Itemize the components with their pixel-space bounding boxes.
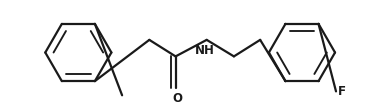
- Text: NH: NH: [195, 44, 215, 57]
- Text: F: F: [338, 85, 346, 98]
- Text: O: O: [172, 92, 183, 105]
